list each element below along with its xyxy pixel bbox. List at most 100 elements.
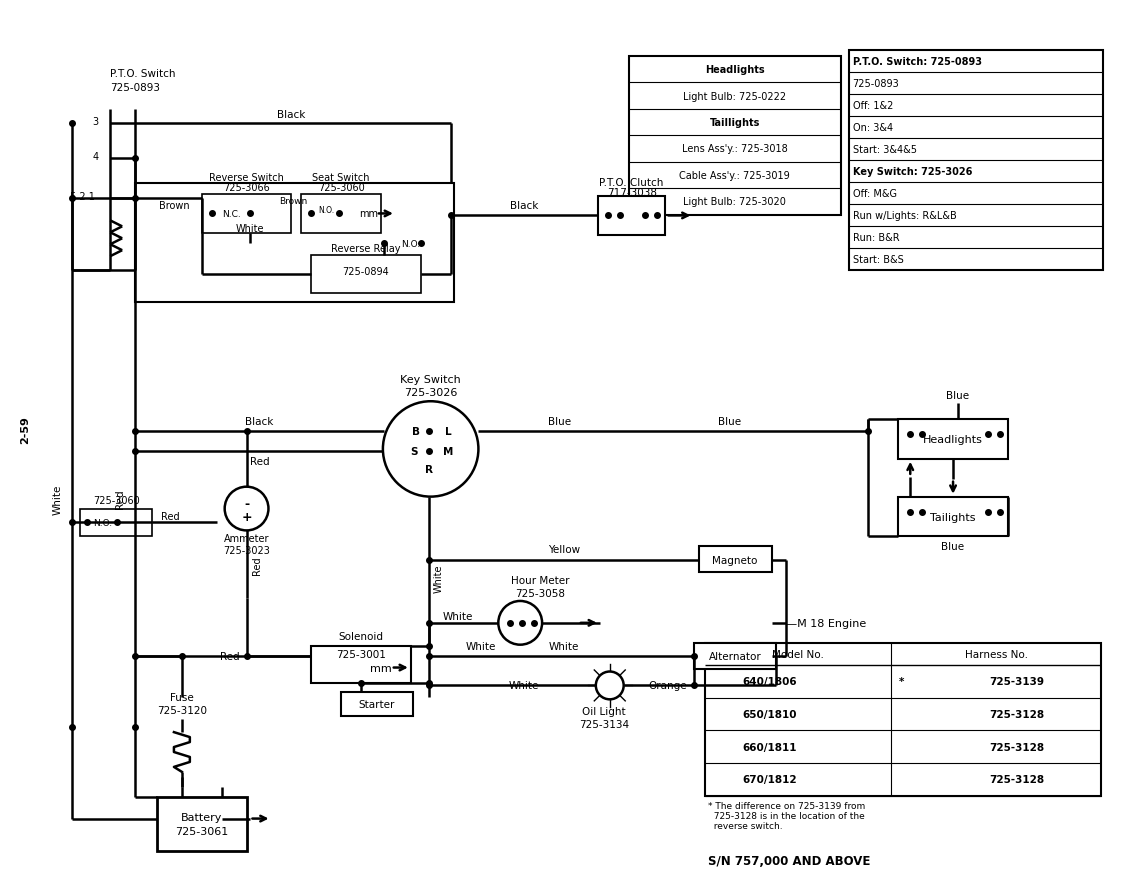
Text: L: L <box>445 426 451 437</box>
Text: 725-3128: 725-3128 <box>989 709 1044 719</box>
Text: 725-3058: 725-3058 <box>515 588 565 598</box>
Text: Red: Red <box>116 489 125 509</box>
Circle shape <box>383 402 478 497</box>
Text: Battery: Battery <box>181 812 222 822</box>
Text: Reverse Switch: Reverse Switch <box>209 173 284 182</box>
Text: Off: 1&2: Off: 1&2 <box>852 101 893 111</box>
Text: White: White <box>509 681 539 690</box>
Text: M: M <box>444 446 454 456</box>
Text: Magneto: Magneto <box>712 556 758 566</box>
Text: N.O.: N.O. <box>93 518 112 527</box>
Text: 660/1811: 660/1811 <box>742 742 797 752</box>
Text: Lens Ass'y.: 725-3018: Lens Ass'y.: 725-3018 <box>682 145 787 154</box>
Text: mm: mm <box>359 210 378 219</box>
Text: Red: Red <box>249 456 270 467</box>
Text: Starter: Starter <box>358 700 395 709</box>
Text: N.O.: N.O. <box>318 206 335 215</box>
Text: -: - <box>244 497 249 510</box>
Text: 3: 3 <box>92 117 99 127</box>
Bar <box>202 195 291 234</box>
Text: Harness No.: Harness No. <box>965 649 1028 660</box>
Text: 640/1806: 640/1806 <box>742 676 797 687</box>
Text: White: White <box>433 564 444 593</box>
Text: Alternator: Alternator <box>709 651 761 661</box>
Text: 725-3060: 725-3060 <box>93 495 139 505</box>
Text: * The difference on 725-3139 from
  725-3128 is in the location of the
  reverse: * The difference on 725-3139 from 725-31… <box>707 801 865 831</box>
Bar <box>81 509 152 537</box>
Bar <box>629 57 841 216</box>
Text: Red: Red <box>220 651 239 661</box>
Text: —M 18 Engine: —M 18 Engine <box>786 618 866 628</box>
Circle shape <box>596 672 623 700</box>
Text: Run: B&R: Run: B&R <box>852 232 900 242</box>
Text: 2-59: 2-59 <box>20 416 29 444</box>
Text: 725-0893: 725-0893 <box>852 79 900 89</box>
Text: Ammeter: Ammeter <box>223 534 270 544</box>
Bar <box>704 644 1102 795</box>
Bar <box>157 797 247 852</box>
Text: mm: mm <box>369 663 392 673</box>
Text: Headlights: Headlights <box>705 65 765 75</box>
Text: 725-3128: 725-3128 <box>989 742 1044 752</box>
Text: S: S <box>410 446 418 456</box>
Text: Yellow: Yellow <box>548 545 581 554</box>
Text: B: B <box>412 426 420 437</box>
Text: P.T.O. Clutch: P.T.O. Clutch <box>600 177 664 188</box>
Circle shape <box>499 602 542 645</box>
Text: 725-0894: 725-0894 <box>343 267 390 277</box>
Text: White: White <box>444 611 474 621</box>
Text: White: White <box>236 225 264 234</box>
Text: Light Bulb: 725-3020: Light Bulb: 725-3020 <box>683 197 786 207</box>
Circle shape <box>225 487 268 531</box>
Text: Start: 3&4&5: Start: 3&4&5 <box>852 145 916 154</box>
Bar <box>898 497 1007 537</box>
Bar <box>311 646 411 684</box>
Text: 5 2 1: 5 2 1 <box>70 191 94 202</box>
Text: P.T.O. Switch: 725-0893: P.T.O. Switch: 725-0893 <box>852 57 982 67</box>
Bar <box>341 693 413 717</box>
Text: Light Bulb: 725-0222: Light Bulb: 725-0222 <box>683 91 786 102</box>
Text: 725-0893: 725-0893 <box>110 83 161 93</box>
Text: 725-3001: 725-3001 <box>336 649 386 659</box>
Text: Fuse: Fuse <box>170 693 194 702</box>
Text: Hour Meter: Hour Meter <box>511 575 569 586</box>
Text: Blue: Blue <box>941 542 965 552</box>
Text: Red: Red <box>252 555 262 574</box>
Text: Black: Black <box>245 417 274 426</box>
Text: Taillights: Taillights <box>710 118 760 128</box>
Text: White: White <box>465 641 495 651</box>
Text: 725-3066: 725-3066 <box>223 182 270 192</box>
Text: 725-3120: 725-3120 <box>157 705 207 716</box>
Text: Brown: Brown <box>280 196 308 206</box>
Bar <box>311 256 421 294</box>
Text: 725-3128: 725-3128 <box>989 774 1044 784</box>
Text: Solenoid: Solenoid <box>338 631 383 641</box>
Text: Black: Black <box>510 201 538 211</box>
Text: S/N 757,000 AND ABOVE: S/N 757,000 AND ABOVE <box>707 854 870 867</box>
Text: On: 3&4: On: 3&4 <box>852 123 893 132</box>
Text: Tailights: Tailights <box>930 512 976 522</box>
Text: R: R <box>424 464 432 474</box>
Text: Key Switch: 725-3026: Key Switch: 725-3026 <box>852 167 973 176</box>
Text: Oil Light: Oil Light <box>582 707 626 717</box>
Text: Blue: Blue <box>718 417 741 426</box>
Bar <box>898 419 1007 460</box>
Text: Black: Black <box>277 110 305 120</box>
Bar <box>700 546 772 573</box>
Text: Start: B&S: Start: B&S <box>852 254 903 264</box>
Text: P.T.O. Switch: P.T.O. Switch <box>110 69 175 79</box>
Text: 725-3134: 725-3134 <box>578 719 629 730</box>
Text: N.C.: N.C. <box>222 210 241 218</box>
Text: 725-3139: 725-3139 <box>989 676 1044 687</box>
Text: 725-3061: 725-3061 <box>175 826 228 837</box>
Text: 725-3026: 725-3026 <box>404 388 457 398</box>
Bar <box>135 183 454 303</box>
Text: *: * <box>898 676 904 687</box>
Bar <box>849 51 1104 270</box>
Bar <box>301 195 381 234</box>
Text: Headlights: Headlights <box>923 434 983 445</box>
Text: Red: Red <box>161 511 180 521</box>
Text: Model No.: Model No. <box>772 649 823 660</box>
Bar <box>694 643 776 669</box>
Text: Key Switch: Key Switch <box>400 375 462 385</box>
